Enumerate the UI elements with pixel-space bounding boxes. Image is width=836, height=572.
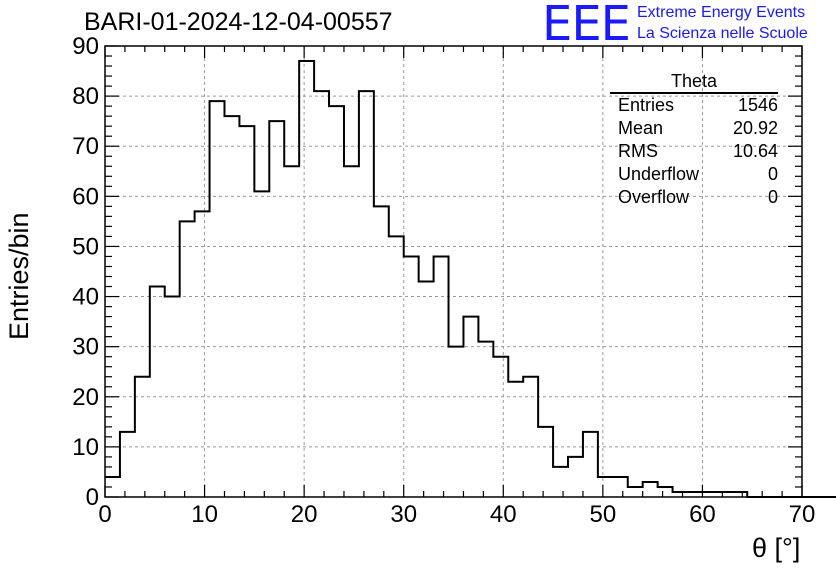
stats-row-overflow: Overflow 0 xyxy=(610,186,778,209)
y-tick-label: 0 xyxy=(86,484,99,511)
y-tick-label: 90 xyxy=(72,33,99,60)
y-tick-label: 80 xyxy=(72,83,99,110)
plot-frame xyxy=(104,45,803,498)
x-tick-label: 40 xyxy=(490,501,517,528)
y-tick-label: 70 xyxy=(72,133,99,160)
stats-row-entries: Entries 1546 xyxy=(610,94,778,117)
stats-value: 1546 xyxy=(737,95,778,115)
x-tick-label: 0 xyxy=(98,501,111,528)
logo-caption-line1: Extreme Energy Events xyxy=(637,4,806,21)
x-tick-label: 70 xyxy=(789,501,816,528)
y-axis-label-wrap: Entries/bin xyxy=(4,212,44,340)
tick-labels: 0 10 20 30 40 50 60 70 0 10 20 30 40 50 60 70 80 90 xyxy=(72,33,815,528)
run-title: BARI-01-2024-12-04-00557 xyxy=(84,8,393,36)
grid-lines xyxy=(105,46,802,497)
y-tick-label: 40 xyxy=(72,284,99,311)
logo-caption-line2: La Scienza nelle Scuole xyxy=(637,25,808,42)
y-tick-label: 30 xyxy=(72,334,99,361)
y-axis-label: Entries/bin xyxy=(4,212,34,340)
histogram-step-line xyxy=(105,60,836,498)
x-tick-label: 30 xyxy=(390,501,417,528)
axis-ticks xyxy=(104,45,803,498)
stats-label: Entries xyxy=(618,95,675,115)
stats-label: Underflow xyxy=(618,164,700,184)
x-tick-label: 10 xyxy=(191,501,218,528)
y-tick-label: 60 xyxy=(72,183,99,210)
stats-row-rms: RMS 10.64 xyxy=(610,140,778,163)
eee-logo: EEE xyxy=(542,0,631,52)
x-tick-label: 60 xyxy=(689,501,716,528)
stats-value: 0 xyxy=(767,187,778,207)
stats-box: Theta Entries 1546 Mean 20.92 RMS 10.64 … xyxy=(610,70,778,209)
stats-value: 10.64 xyxy=(732,141,778,161)
stats-row-underflow: Underflow 0 xyxy=(610,163,778,186)
stats-label: Overflow xyxy=(618,187,690,207)
x-tick-label: 50 xyxy=(590,501,617,528)
stats-row-mean: Mean 20.92 xyxy=(610,117,778,140)
y-tick-label: 10 xyxy=(72,434,99,461)
stats-label: Mean xyxy=(618,118,664,138)
stats-label: RMS xyxy=(618,141,658,161)
x-tick-label: 20 xyxy=(291,501,318,528)
stats-title: Theta xyxy=(610,70,778,94)
y-tick-label: 50 xyxy=(72,233,99,260)
stats-value: 20.92 xyxy=(732,118,778,138)
y-tick-label: 20 xyxy=(72,384,99,411)
stats-value: 0 xyxy=(767,164,778,184)
x-axis-label: θ [°] xyxy=(752,533,801,563)
